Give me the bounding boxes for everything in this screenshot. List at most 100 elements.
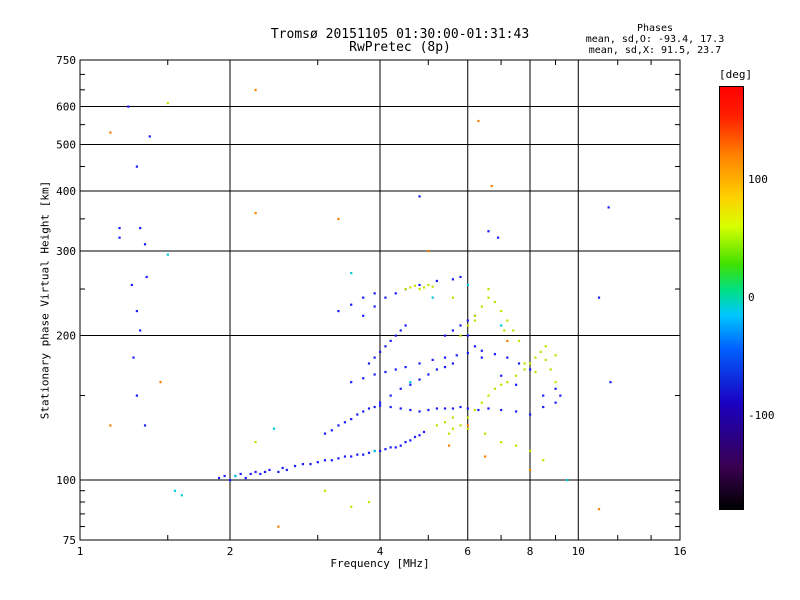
data-point bbox=[367, 407, 371, 410]
chart-title: Tromsø 20151105 01:30:00-01:31:43 bbox=[270, 27, 530, 42]
data-point bbox=[399, 387, 402, 390]
data-point bbox=[506, 319, 509, 322]
data-point bbox=[506, 356, 509, 359]
x-tick-label: 16 bbox=[673, 545, 686, 558]
data-point bbox=[350, 505, 353, 508]
data-point bbox=[443, 407, 447, 410]
data-point bbox=[362, 410, 365, 413]
data-point bbox=[409, 286, 412, 289]
data-point bbox=[466, 319, 469, 322]
data-point bbox=[404, 324, 407, 327]
data-point bbox=[549, 368, 552, 371]
y-tick-label: 400 bbox=[56, 185, 76, 198]
data-point bbox=[515, 444, 518, 447]
data-point bbox=[362, 296, 365, 299]
data-point bbox=[373, 292, 376, 295]
y-axis-label: Stationary phase Virtual Height [km] bbox=[38, 180, 52, 420]
data-point bbox=[249, 472, 252, 476]
data-point bbox=[466, 424, 469, 427]
data-point bbox=[362, 314, 365, 317]
data-point bbox=[493, 353, 497, 356]
data-point bbox=[268, 468, 271, 472]
data-point bbox=[542, 405, 545, 409]
data-point bbox=[145, 275, 148, 279]
data-point bbox=[337, 424, 340, 427]
data-point bbox=[451, 329, 455, 332]
data-point bbox=[477, 408, 480, 412]
data-point bbox=[418, 378, 421, 381]
data-point bbox=[394, 292, 397, 295]
data-point bbox=[409, 381, 412, 384]
data-point bbox=[223, 474, 226, 478]
data-point bbox=[529, 449, 532, 453]
data-point bbox=[451, 278, 455, 281]
data-point bbox=[459, 424, 462, 427]
data-point bbox=[447, 432, 451, 435]
data-point bbox=[473, 408, 477, 412]
data-point bbox=[459, 334, 462, 337]
data-point bbox=[389, 339, 392, 343]
data-point bbox=[529, 413, 532, 416]
data-point bbox=[559, 394, 562, 397]
data-point bbox=[500, 441, 503, 444]
y-tick-label: 750 bbox=[56, 54, 76, 67]
data-point bbox=[451, 296, 455, 299]
data-point bbox=[239, 472, 242, 476]
data-point bbox=[443, 365, 447, 369]
data-point bbox=[217, 476, 221, 480]
data-point bbox=[309, 462, 312, 466]
data-point bbox=[490, 184, 493, 188]
data-point bbox=[484, 432, 487, 435]
data-point bbox=[409, 439, 412, 442]
data-point bbox=[459, 324, 462, 327]
data-point bbox=[409, 383, 412, 386]
colorbar-tick-label: -100 bbox=[748, 408, 775, 422]
data-point bbox=[350, 455, 353, 458]
data-point bbox=[466, 324, 469, 327]
data-point bbox=[609, 381, 612, 384]
data-point bbox=[409, 408, 412, 412]
data-point bbox=[480, 356, 483, 359]
data-point bbox=[566, 479, 569, 482]
data-point bbox=[109, 424, 112, 427]
data-point bbox=[473, 345, 477, 348]
data-point bbox=[394, 368, 397, 371]
data-point bbox=[493, 300, 497, 304]
data-point bbox=[487, 407, 490, 410]
data-point bbox=[234, 474, 237, 478]
data-point bbox=[384, 370, 387, 374]
data-point bbox=[542, 459, 545, 462]
data-point bbox=[337, 309, 340, 313]
data-point bbox=[373, 449, 376, 453]
data-point bbox=[435, 407, 438, 410]
data-point bbox=[473, 314, 477, 317]
data-point bbox=[427, 250, 430, 253]
data-point bbox=[435, 279, 438, 283]
data-point bbox=[473, 319, 477, 322]
data-point bbox=[293, 464, 297, 468]
data-point bbox=[459, 405, 462, 409]
colorbar-label: [deg] bbox=[719, 68, 753, 81]
data-point bbox=[373, 305, 376, 308]
data-point bbox=[554, 354, 557, 357]
data-point bbox=[367, 451, 371, 454]
data-point bbox=[143, 424, 147, 427]
data-point bbox=[544, 358, 547, 362]
data-point bbox=[515, 410, 518, 413]
data-point bbox=[367, 500, 371, 504]
data-point bbox=[254, 212, 257, 215]
chart-subtitle: RwPretec (8p) bbox=[349, 40, 451, 55]
data-point bbox=[413, 284, 417, 287]
x-tick-label: 4 bbox=[377, 545, 384, 558]
data-point bbox=[337, 217, 340, 221]
data-point bbox=[418, 288, 421, 291]
data-point bbox=[330, 459, 333, 462]
data-point bbox=[135, 165, 138, 168]
data-point bbox=[180, 494, 183, 497]
data-point bbox=[539, 350, 542, 353]
data-point bbox=[500, 374, 503, 377]
y-tick-label: 200 bbox=[56, 330, 76, 343]
data-point bbox=[323, 432, 327, 435]
data-point bbox=[316, 461, 319, 464]
